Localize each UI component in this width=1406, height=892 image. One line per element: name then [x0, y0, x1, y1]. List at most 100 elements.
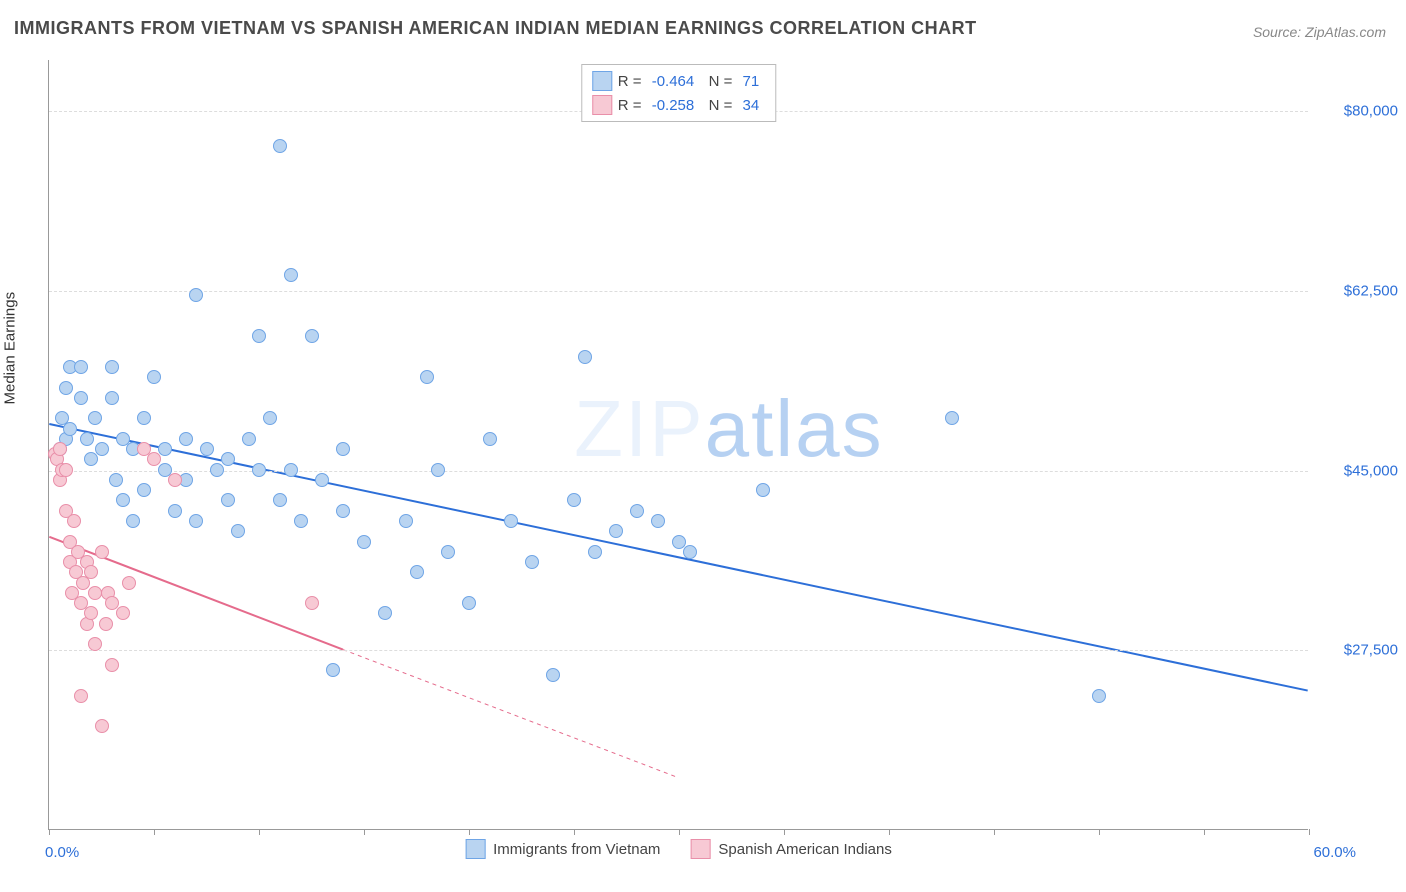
- data-point: [945, 411, 959, 425]
- data-point: [504, 514, 518, 528]
- legend-stats: R = -0.258 N = 34: [618, 97, 765, 114]
- legend-swatch: [690, 839, 710, 859]
- data-point: [336, 504, 350, 518]
- data-point: [95, 545, 109, 559]
- data-point: [546, 668, 560, 682]
- data-point: [63, 422, 77, 436]
- data-point: [221, 493, 235, 507]
- data-point: [1092, 689, 1106, 703]
- legend-swatch: [592, 71, 612, 91]
- watermark: ZIPatlas: [574, 383, 883, 475]
- x-tick-mark: [364, 829, 365, 835]
- data-point: [221, 452, 235, 466]
- source-attribution: Source: ZipAtlas.com: [1253, 24, 1386, 40]
- data-point: [53, 442, 67, 456]
- data-point: [315, 473, 329, 487]
- data-point: [189, 514, 203, 528]
- data-point: [200, 442, 214, 456]
- data-point: [630, 504, 644, 518]
- scatter-chart: ZIPatlas R = -0.464 N = 71 R = -0.258 N =…: [48, 60, 1308, 830]
- x-tick-mark: [679, 829, 680, 835]
- data-point: [80, 432, 94, 446]
- correlation-legend: R = -0.464 N = 71 R = -0.258 N = 34: [581, 64, 776, 122]
- data-point: [84, 606, 98, 620]
- data-point: [88, 637, 102, 651]
- series-legend-item: Spanish American Indians: [690, 839, 891, 859]
- data-point: [483, 432, 497, 446]
- x-axis-min-label: 0.0%: [45, 844, 79, 861]
- data-point: [168, 504, 182, 518]
- x-tick-mark: [469, 829, 470, 835]
- data-point: [168, 473, 182, 487]
- data-point: [158, 442, 172, 456]
- data-point: [179, 432, 193, 446]
- legend-swatch: [465, 839, 485, 859]
- data-point: [116, 493, 130, 507]
- data-point: [326, 663, 340, 677]
- data-point: [126, 514, 140, 528]
- data-point: [84, 565, 98, 579]
- y-tick-label: $80,000: [1318, 103, 1398, 120]
- data-point: [147, 452, 161, 466]
- data-point: [273, 493, 287, 507]
- data-point: [242, 432, 256, 446]
- data-point: [67, 514, 81, 528]
- data-point: [105, 658, 119, 672]
- data-point: [231, 524, 245, 538]
- data-point: [357, 535, 371, 549]
- data-point: [399, 514, 413, 528]
- x-tick-mark: [889, 829, 890, 835]
- data-point: [609, 524, 623, 538]
- data-point: [137, 411, 151, 425]
- x-tick-mark: [259, 829, 260, 835]
- series-legend-label: Immigrants from Vietnam: [493, 841, 660, 858]
- legend-swatch: [592, 95, 612, 115]
- data-point: [59, 463, 73, 477]
- y-tick-label: $45,000: [1318, 462, 1398, 479]
- data-point: [95, 719, 109, 733]
- chart-title: IMMIGRANTS FROM VIETNAM VS SPANISH AMERI…: [14, 18, 977, 39]
- data-point: [189, 288, 203, 302]
- y-tick-label: $62,500: [1318, 283, 1398, 300]
- data-point: [378, 606, 392, 620]
- legend-row: R = -0.464 N = 71: [592, 69, 765, 93]
- data-point: [99, 617, 113, 631]
- data-point: [420, 370, 434, 384]
- data-point: [252, 329, 266, 343]
- y-axis-label: Median Earnings: [2, 292, 19, 405]
- data-point: [651, 514, 665, 528]
- data-point: [88, 411, 102, 425]
- data-point: [105, 391, 119, 405]
- x-tick-mark: [1099, 829, 1100, 835]
- data-point: [305, 596, 319, 610]
- data-point: [462, 596, 476, 610]
- x-tick-mark: [574, 829, 575, 835]
- data-point: [74, 360, 88, 374]
- data-point: [95, 442, 109, 456]
- data-point: [305, 329, 319, 343]
- gridline: [49, 471, 1308, 472]
- data-point: [84, 452, 98, 466]
- legend-row: R = -0.258 N = 34: [592, 93, 765, 117]
- data-point: [263, 411, 277, 425]
- data-point: [74, 689, 88, 703]
- data-point: [116, 606, 130, 620]
- data-point: [147, 370, 161, 384]
- series-legend-label: Spanish American Indians: [718, 841, 891, 858]
- data-point: [122, 576, 136, 590]
- data-point: [756, 483, 770, 497]
- data-point: [59, 381, 73, 395]
- x-tick-mark: [784, 829, 785, 835]
- x-tick-mark: [154, 829, 155, 835]
- trend-lines: [49, 60, 1308, 829]
- gridline: [49, 650, 1308, 651]
- legend-stats: R = -0.464 N = 71: [618, 73, 765, 90]
- data-point: [578, 350, 592, 364]
- data-point: [210, 463, 224, 477]
- data-point: [525, 555, 539, 569]
- data-point: [284, 268, 298, 282]
- x-tick-mark: [1309, 829, 1310, 835]
- data-point: [441, 545, 455, 559]
- x-tick-mark: [994, 829, 995, 835]
- data-point: [284, 463, 298, 477]
